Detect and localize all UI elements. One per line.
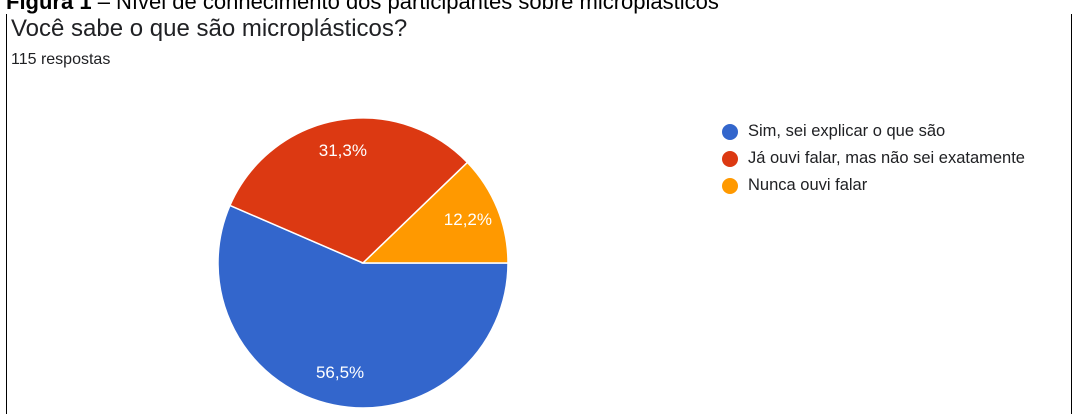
legend-item-3[interactable]: Nunca ouvi falar: [722, 172, 1025, 199]
legend-label: Já ouvi falar, mas não sei exatamente: [748, 149, 1025, 167]
legend-item-1[interactable]: Sim, sei explicar o que são: [722, 118, 1025, 145]
pie-slice-2[interactable]: [228, 117, 469, 264]
pie-slice-3[interactable]: [361, 161, 509, 264]
legend-item-2[interactable]: Já ouvi falar, mas não sei exatamente: [722, 145, 1025, 172]
figure-caption-text: – Nível de conhecimento dos participante…: [91, 0, 719, 14]
chart-legend: Sim, sei explicar o que são Já ouvi falar…: [722, 118, 1025, 199]
slice-label-3: 12,2%: [444, 210, 492, 229]
legend-label: Sim, sei explicar o que são: [748, 122, 946, 140]
pie-chart: 56,5% 31,3% 12,2%: [217, 117, 509, 409]
legend-label: Nunca ouvi falar: [748, 176, 868, 194]
figure-caption-prefix: Figura 1: [6, 0, 92, 14]
legend-dot-icon: [722, 150, 738, 167]
response-count: 115 respostas: [11, 51, 111, 68]
question-card: Você sabe o que são microplásticos? 115 …: [6, 14, 1072, 414]
slice-label-2: 31,3%: [319, 141, 367, 160]
slice-label-1: 56,5%: [316, 363, 364, 382]
legend-dot-icon: [722, 123, 738, 140]
legend-dot-icon: [722, 177, 738, 194]
figure-caption: Figura 1 – Nível de conhecimento dos par…: [6, 0, 719, 14]
question-title: Você sabe o que são microplásticos?: [11, 15, 408, 42]
